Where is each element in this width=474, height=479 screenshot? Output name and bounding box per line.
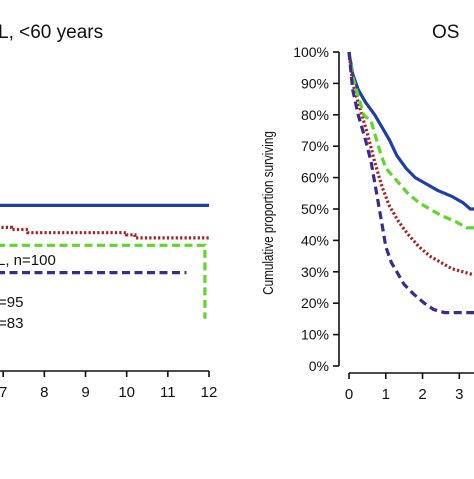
left-series-2-line <box>0 225 209 240</box>
left-panel: L, <60 years L, n=100 =95 =83 7 8 9 10 11 12 <box>0 22 217 401</box>
right-y-tick-label: 30% <box>301 264 329 280</box>
right-y-tick-label: 70% <box>301 138 329 154</box>
right-panel-title: OS <box>432 22 459 43</box>
right-series-3-line <box>347 51 474 230</box>
right-x-tick-label: 3 <box>455 386 463 403</box>
right-panel: OS Cumulative proportion surviving 0% 10%… <box>260 22 474 403</box>
right-series-2-line <box>347 51 474 277</box>
left-panel-lines <box>0 203 209 319</box>
right-panel-lines <box>347 51 474 315</box>
legend-entry-2: =95 <box>0 294 23 311</box>
left-panel-x-axis: 7 8 9 10 11 12 <box>0 370 218 401</box>
left-panel-title: L, <60 years <box>0 22 103 43</box>
legend-entry-1: L, n=100 <box>0 252 56 269</box>
right-y-tick-label: 10% <box>301 327 329 343</box>
left-panel-legend: L, n=100 =95 =83 <box>0 252 56 332</box>
left-x-tick-label: 8 <box>40 384 48 401</box>
right-series-4-line <box>347 51 474 315</box>
right-x-tick-label: 2 <box>418 386 426 403</box>
right-y-tick-label: 50% <box>301 201 329 217</box>
right-y-tick-label: 0% <box>309 358 329 374</box>
right-panel-y-axis-label: Cumulative proportion surviving <box>260 131 277 295</box>
left-x-tick-label: 11 <box>160 384 176 401</box>
right-y-tick-label: 20% <box>301 295 329 311</box>
right-y-tick-label: 90% <box>301 75 329 91</box>
left-x-tick-label: 7 <box>0 384 7 401</box>
left-x-tick-label: 9 <box>81 384 89 401</box>
right-x-tick-label: 1 <box>382 386 390 403</box>
right-y-tick-label: 60% <box>301 170 329 186</box>
right-series-1-line <box>347 51 474 211</box>
left-x-tick-label: 12 <box>201 384 218 401</box>
right-panel-axes: 0% 10% 20% 30% 40% 50% 60% 70% 80% 90% 100% 0 1 2 3 <box>293 44 474 403</box>
legend-entry-3: =83 <box>0 315 23 332</box>
right-y-tick-label: 40% <box>301 232 329 248</box>
right-x-tick-label: 0 <box>345 386 353 403</box>
left-x-tick-label: 10 <box>118 384 135 401</box>
left-series-3-line <box>0 243 207 319</box>
right-y-tick-label: 80% <box>301 107 329 123</box>
right-y-tick-label: 100% <box>293 44 329 60</box>
